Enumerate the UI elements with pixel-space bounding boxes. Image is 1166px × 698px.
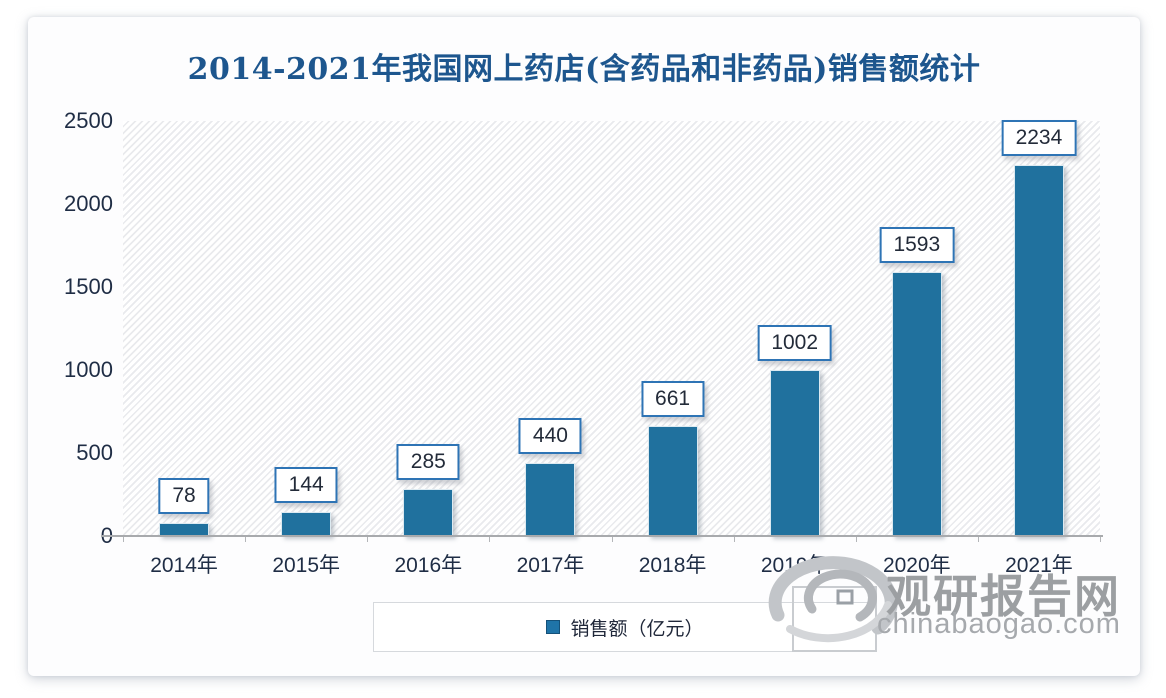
value-label: 1593 (879, 226, 955, 263)
x-tick-mark (367, 537, 369, 542)
bar-2020年 (891, 271, 942, 536)
legend-label: 销售额（亿元） (570, 618, 704, 640)
watermark-url-text: chinabaogao.com (877, 608, 1121, 640)
x-tick-mark (123, 537, 124, 542)
y-tick-label: 1500 (64, 274, 113, 299)
value-label: 661 (641, 381, 705, 418)
value-label: 285 (396, 443, 460, 480)
y-tick-label: 500 (76, 440, 113, 465)
bar-2019年 (769, 369, 820, 536)
bar-2021年 (1013, 165, 1064, 536)
y-tick-label: 2000 (64, 191, 113, 216)
x-tick-mark (733, 537, 735, 542)
value-label: 144 (274, 467, 338, 504)
x-tick-label: 2017年 (516, 554, 585, 577)
x-tick-label: 2014年 (150, 554, 218, 577)
x-tick-mark (855, 537, 857, 542)
x-tick-label: 2020年 (882, 554, 951, 577)
x-tick-mark (245, 537, 247, 542)
x-tick-label: 2021年 (1005, 554, 1073, 577)
legend-marker-square (546, 620, 561, 634)
plot-area (123, 121, 1100, 536)
y-tick-label: 2500 (64, 108, 113, 133)
x-tick-label: 2018年 (638, 554, 707, 577)
watermark-brand-text: 观研报告网 (886, 571, 1122, 622)
value-label: 2234 (1001, 120, 1077, 157)
watermark-swirl-icon (768, 556, 898, 643)
value-label: 1002 (757, 324, 833, 361)
value-label: 78 (158, 478, 210, 515)
x-tick-mark (1100, 537, 1101, 542)
x-tick-mark (977, 537, 979, 542)
bar-2017年 (525, 462, 576, 536)
value-label: 440 (518, 417, 582, 454)
chart-title: 2014-2021年我国网上药店(含药品和非药品)销售额统计 (187, 52, 981, 87)
x-tick-label: 2015年 (272, 554, 341, 577)
x-tick-label: 2016年 (394, 554, 463, 577)
x-tick-mark (489, 537, 491, 542)
bar-2015年 (281, 512, 332, 536)
bar-2018年 (647, 426, 698, 536)
y-tick-label: 1000 (64, 357, 113, 382)
bar-2016年 (403, 488, 454, 536)
x-tick-mark (611, 537, 613, 542)
x-axis-line (101, 535, 1103, 537)
